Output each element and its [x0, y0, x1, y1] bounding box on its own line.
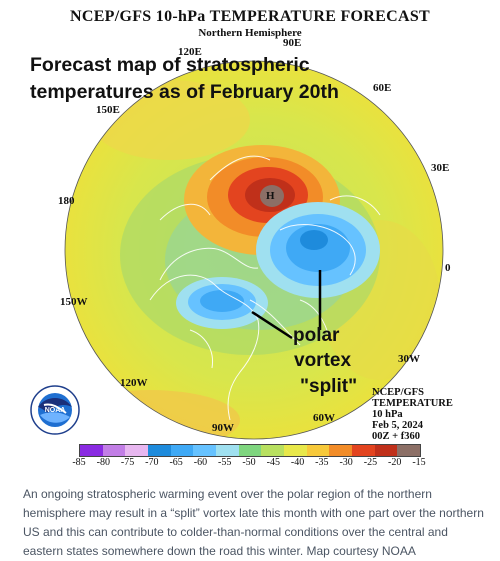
- legend-tick-label: -65: [169, 457, 183, 468]
- legend-swatch: [238, 445, 262, 456]
- annotation-vortex: vortex: [294, 350, 352, 371]
- legend-swatch: [80, 445, 103, 456]
- lon-label-60e: 60E: [373, 82, 392, 94]
- forecast-info-block: NCEP/GFS TEMPERATURE 10 hPa Feb 5, 2024 …: [372, 387, 453, 442]
- legend-tick-label: -30: [339, 457, 353, 468]
- legend-tick-label: -85: [72, 457, 86, 468]
- legend-swatch: [102, 445, 126, 456]
- legend-tick-label: -70: [145, 457, 159, 468]
- noaa-logo-text: NOAA: [45, 407, 66, 414]
- legend-swatch: [261, 445, 285, 456]
- legend-tick-label: -15: [412, 457, 426, 468]
- legend-swatch: [170, 445, 194, 456]
- lon-label-60w: 60W: [313, 412, 335, 424]
- lon-label-90w: 90W: [212, 422, 234, 434]
- legend-tick-label: -50: [242, 457, 256, 468]
- map-subtitle: Northern Hemisphere: [198, 27, 302, 39]
- lon-label-90e: 90E: [283, 37, 302, 49]
- info-variable: TEMPERATURE: [372, 398, 453, 409]
- legend-swatch: [148, 445, 171, 456]
- legend-tick-label: -80: [96, 457, 110, 468]
- legend-swatch: [352, 445, 375, 456]
- annotation-split: "split": [300, 376, 358, 397]
- noaa-logo: NOAA: [30, 385, 80, 435]
- legend-swatch: [329, 445, 353, 456]
- lon-label-150e: 150E: [96, 104, 120, 116]
- legend-tick-label: -25: [363, 457, 378, 468]
- legend-tick-label: -55: [218, 457, 232, 468]
- legend-tick-label: -35: [315, 457, 329, 468]
- legend-tick-labels: -85 -80 -75 -70 -65 -60 -55 -50 -45 -40 -35 -30 -25-…: [64, 457, 434, 469]
- map-outline: [64, 60, 444, 440]
- legend-tick-label: -45: [266, 457, 280, 468]
- info-date: Feb 5, 2024: [372, 420, 424, 431]
- lon-label-30e: 30E: [431, 162, 450, 174]
- legend-tick-label: -20: [388, 457, 402, 468]
- warm-region-core: [260, 185, 284, 207]
- overlay-line-1: Forecast map of stratospheric: [30, 54, 310, 76]
- legend-swatch: [284, 445, 307, 456]
- annotation-polar: polar: [293, 325, 340, 346]
- info-source: NCEP/GFS: [372, 387, 424, 398]
- lon-label-180: 180: [58, 195, 75, 207]
- vortex-west-core: [200, 290, 244, 312]
- legend-tick-label: -60: [193, 457, 208, 468]
- info-forecast-hour: 00Z + f360: [372, 431, 420, 442]
- legend-tick-label: -40: [290, 457, 305, 468]
- legend-swatch: [306, 445, 330, 456]
- temp-band-south: [65, 390, 240, 439]
- color-legend: [79, 444, 421, 457]
- map-title: NCEP/GFS 10-hPa TEMPERATURE FORECAST: [69, 8, 431, 25]
- warm-core-marker: H: [266, 190, 275, 202]
- legend-tick-label: -75: [120, 457, 135, 468]
- vortex-east-core: [300, 230, 328, 250]
- lon-label-120w: 120W: [120, 377, 148, 389]
- image-caption: An ongoing stratospheric warming event o…: [23, 487, 484, 558]
- lon-label-0: 0: [445, 262, 451, 274]
- legend-swatch: [216, 445, 239, 456]
- hemisphere-map: H: [64, 60, 444, 440]
- legend-swatch: [397, 445, 421, 456]
- lon-label-30w: 30W: [398, 353, 420, 365]
- legend-swatch: [193, 445, 217, 456]
- pointer-line-west: [251, 310, 293, 340]
- overlay-line-2: temperatures as of February 20th: [30, 81, 339, 103]
- lon-label-120e: 120E: [178, 46, 202, 58]
- legend-swatch: [125, 445, 149, 456]
- legend-swatch: [374, 445, 398, 456]
- info-level: 10 hPa: [372, 409, 403, 420]
- lon-label-150w: 150W: [60, 296, 88, 308]
- map-figure: NCEP/GFS 10-hPa TEMPERATURE FORECAST Nor…: [30, 8, 453, 469]
